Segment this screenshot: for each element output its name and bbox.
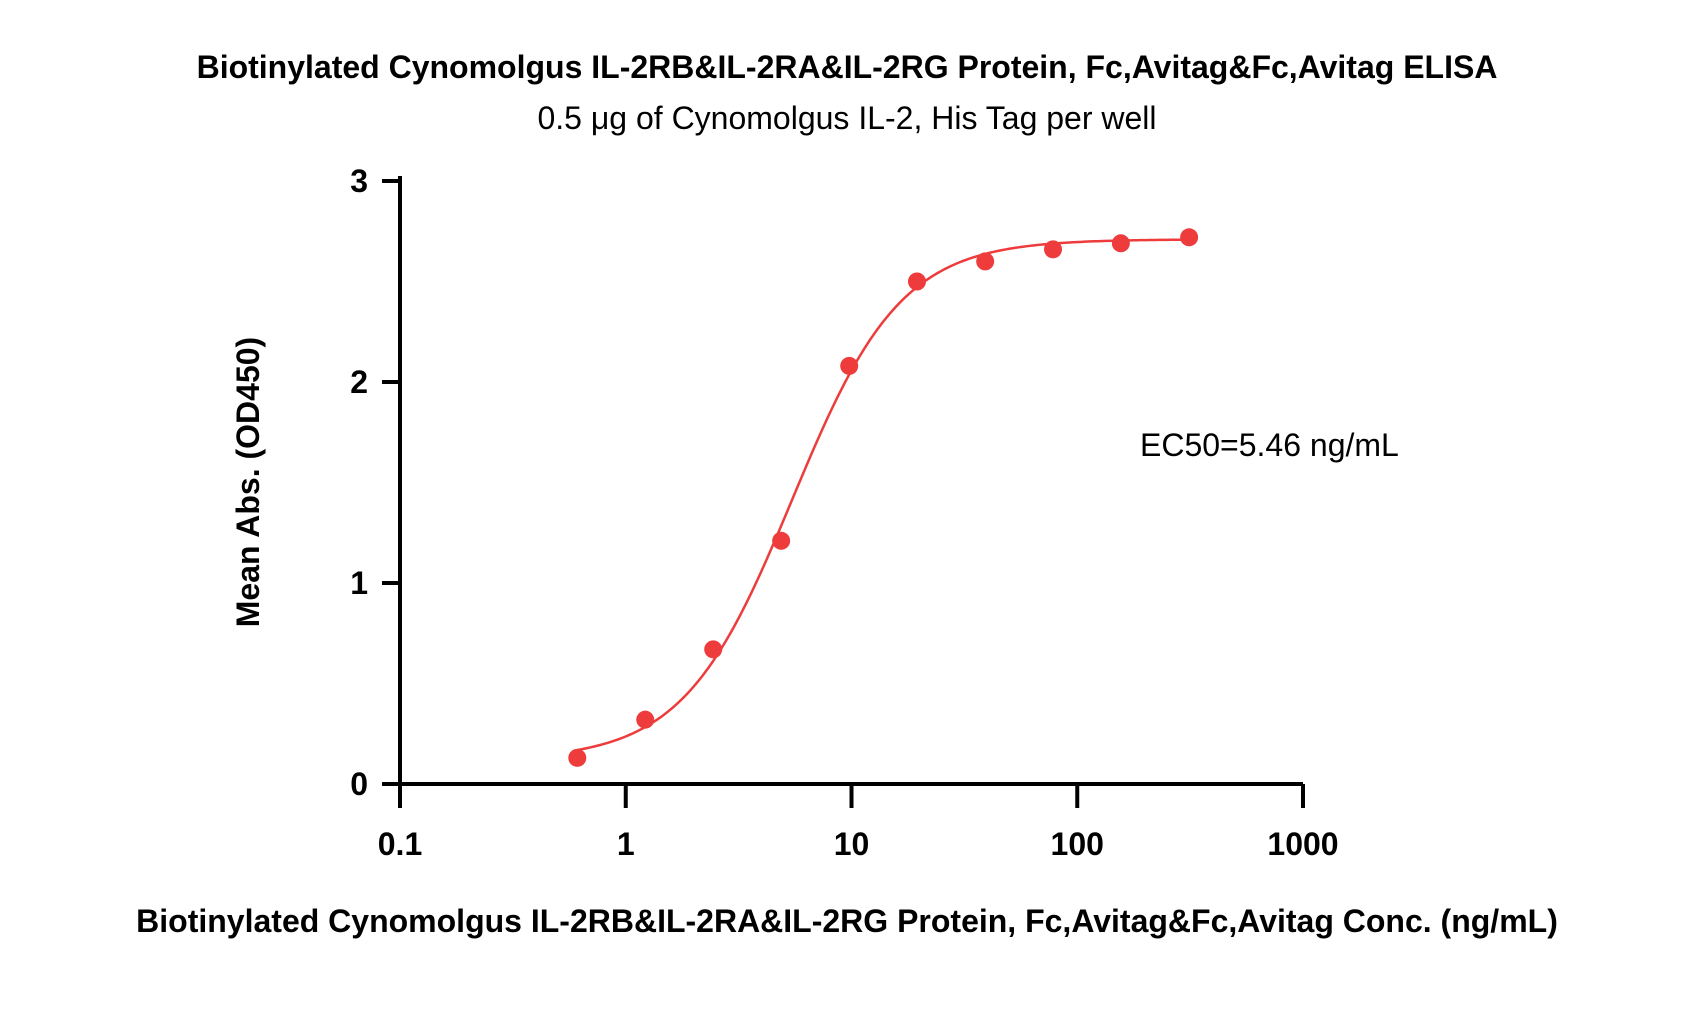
data-point [772, 531, 791, 550]
data-point [1180, 228, 1199, 247]
chart-title: Biotinylated Cynomolgus IL-2RB&IL-2RA&IL… [197, 49, 1498, 85]
y-ticks: 0 1 2 3 [350, 163, 400, 802]
data-point [976, 252, 995, 271]
data-point [704, 640, 723, 659]
data-points [568, 228, 1199, 767]
x-ticks: 0.1 1 10 100 1000 [378, 784, 1339, 862]
data-point [636, 710, 655, 729]
x-tick-label: 1 [617, 826, 635, 862]
x-tick-label: 10 [834, 826, 870, 862]
y-tick-label: 2 [350, 364, 368, 400]
chart-subtitle: 0.5 μg of Cynomolgus IL-2, His Tag per w… [537, 100, 1156, 136]
y-tick-label: 1 [350, 565, 368, 601]
data-point [907, 272, 926, 291]
y-tick-label: 3 [350, 163, 368, 199]
data-point [1044, 240, 1063, 259]
x-tick-label: 100 [1051, 826, 1104, 862]
data-point [840, 356, 859, 375]
data-point [1111, 234, 1130, 253]
axes [398, 176, 1303, 786]
data-point [568, 748, 587, 767]
y-axis-label: Mean Abs. (OD450) [230, 337, 266, 627]
ec50-annotation: EC50=5.46 ng/mL [1140, 427, 1399, 463]
fit-curve [577, 238, 1190, 752]
y-tick-label: 0 [350, 766, 368, 802]
x-axis-label: Biotinylated Cynomolgus IL-2RB&IL-2RA&IL… [136, 903, 1558, 939]
x-tick-label: 1000 [1267, 826, 1338, 862]
x-tick-label: 0.1 [378, 826, 422, 862]
